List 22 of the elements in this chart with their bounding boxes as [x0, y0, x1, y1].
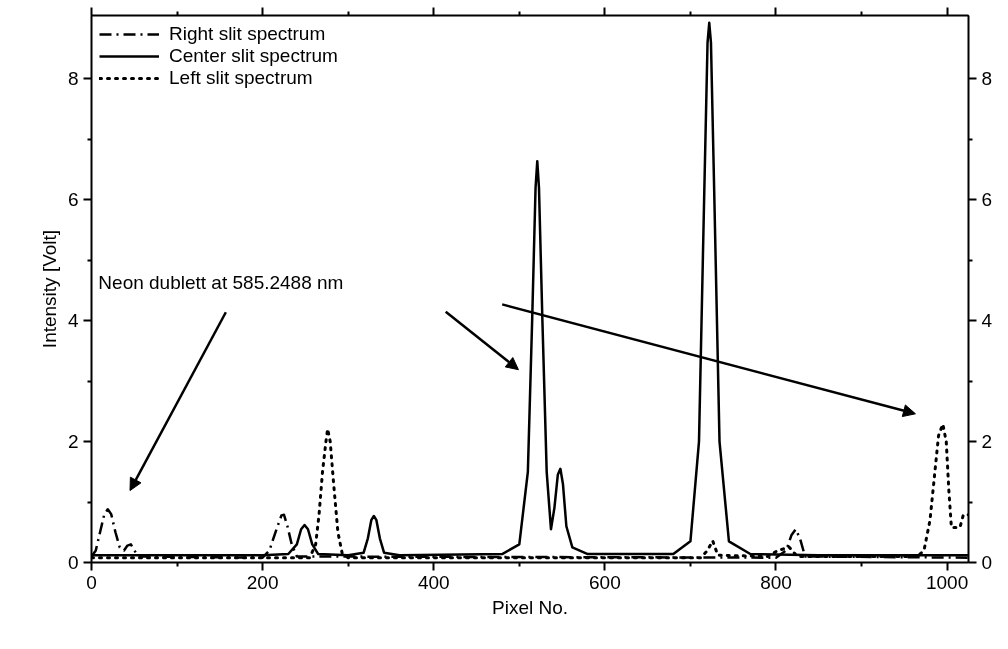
- x-tick-label: 1000: [925, 571, 969, 593]
- legend-label: Center slit spectrum: [169, 45, 338, 67]
- x-tick-label: 400: [417, 571, 450, 593]
- x-tick-label: 0: [86, 571, 97, 593]
- x-tick-label: 200: [246, 571, 279, 593]
- y2-tick-label: 8: [981, 68, 993, 90]
- y-axis-title: Intensity [Volt]: [38, 229, 60, 349]
- x-axis-title: Pixel No.: [491, 596, 569, 618]
- y2-tick-label: 0: [981, 552, 993, 573]
- legend-label: Left slit spectrum: [169, 67, 313, 89]
- x-tick-label: 600: [589, 571, 621, 593]
- y-tick-label: 8: [67, 68, 79, 90]
- annotation: Neon dublett at 585.2488 nm: [98, 271, 344, 293]
- y-tick-label: 0: [67, 552, 79, 573]
- y-tick-label: 6: [67, 189, 79, 211]
- y-tick-label: 2: [67, 431, 79, 453]
- legend-label: Right slit spectrum: [169, 23, 326, 45]
- y-tick-label: 4: [67, 310, 79, 332]
- x-tick-label: 800: [760, 571, 792, 593]
- y2-tick-label: 2: [981, 431, 993, 453]
- y2-tick-label: 6: [981, 189, 993, 211]
- y2-tick-label: 4: [981, 310, 993, 332]
